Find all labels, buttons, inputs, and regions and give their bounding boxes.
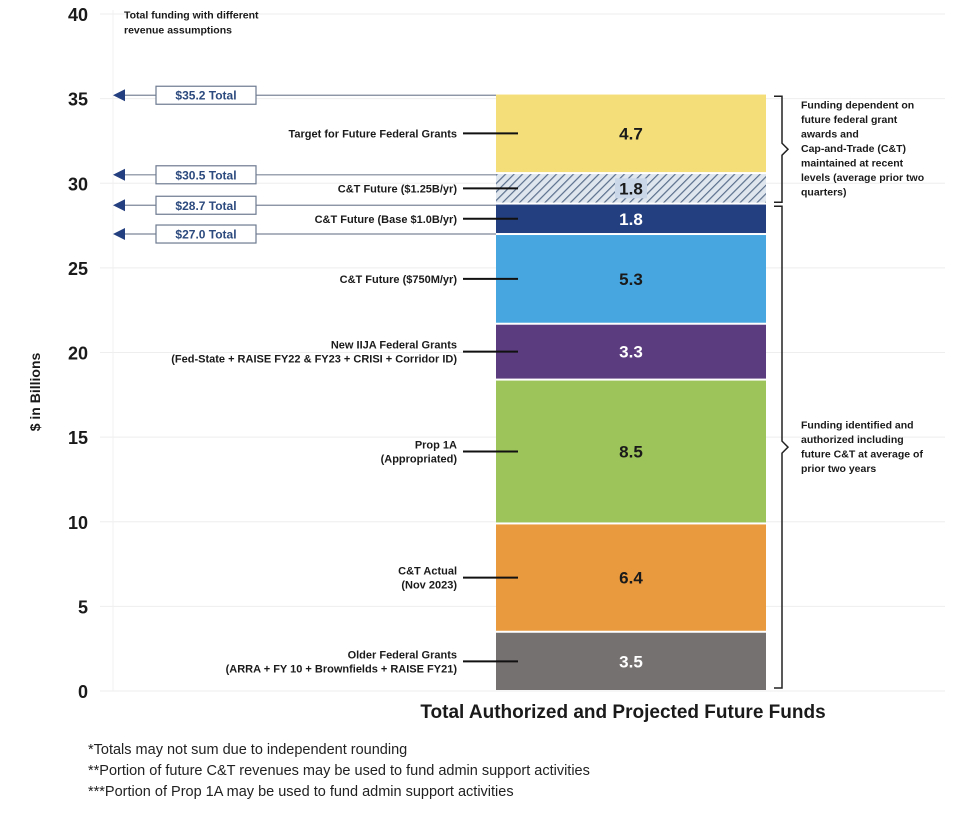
bracket [774, 205, 790, 689]
total-box [155, 85, 257, 105]
value-label: 3.5 [619, 652, 643, 671]
segment-label: New IIJA Federal Grants (Fed-State + RAIS… [171, 340, 457, 366]
bracket-annotation: Funding dependent on future federal grant… [801, 100, 924, 199]
value-label: 5.3 [619, 270, 643, 289]
value-label: 8.5 [619, 443, 643, 462]
bracket-annotation: Funding identified and authorized includi… [801, 419, 923, 475]
total-label: $27.0 Total [175, 228, 236, 242]
total-label: $35.2 Total [175, 89, 236, 103]
bar-segment [496, 204, 766, 234]
segment-label: Older Federal Grants (ARRA + FY 10 + Brow… [226, 649, 458, 675]
total-label: $30.5 Total [175, 168, 236, 182]
y-tick-label: 35 [68, 90, 88, 110]
bar-segment [496, 524, 766, 631]
y-tick-label: 0 [78, 682, 88, 702]
value-label: 1.8 [619, 179, 643, 198]
footnote-1: *Totals may not sum due to independent r… [88, 742, 408, 758]
segment-label: C&T Future ($750M/yr) [340, 274, 458, 286]
totals-title: Total funding with different revenue assu… [124, 10, 259, 37]
y-tick-label: 40 [68, 5, 88, 25]
y-axis-label: $ in Billions [27, 353, 43, 432]
bar-segment [496, 632, 766, 690]
segment-label: Prop 1A (Appropriated) [381, 440, 458, 466]
arrow-left-icon [113, 199, 125, 212]
y-tick-label: 25 [68, 259, 88, 279]
total-label: $28.7 Total [175, 199, 236, 213]
y-tick-label: 30 [68, 174, 88, 194]
y-tick-label: 20 [68, 344, 88, 364]
arrow-left-icon [113, 168, 125, 181]
value-label-background [615, 178, 647, 199]
bracket [774, 95, 790, 204]
value-label: 1.8 [619, 210, 643, 229]
x-axis-label: Total Authorized and Projected Future Fu… [420, 702, 825, 723]
bar-segment [496, 380, 766, 523]
value-label: 6.4 [619, 569, 643, 588]
bar-segment [496, 235, 766, 323]
bar-segment [496, 94, 766, 173]
segment-label: C&T Actual (Nov 2023) [398, 566, 457, 592]
y-tick-label: 5 [78, 597, 88, 617]
total-box [155, 195, 257, 215]
arrow-left-icon [113, 89, 125, 102]
bar-segment [496, 324, 766, 379]
stacked-bar-chart: 0 5 10 15 20 25 30 35 40 $ in Billions Total Autho… [27, 5, 945, 723]
segment-label: C&T Future (Base $1.0B/yr) [315, 214, 458, 226]
footnote-2: **Portion of future C&T revenues may be … [88, 763, 590, 779]
total-box [155, 165, 257, 185]
value-label: 4.7 [619, 124, 643, 143]
arrow-left-icon [113, 228, 125, 241]
segment-label: Target for Future Federal Grants [289, 128, 458, 140]
y-tick-label: 10 [68, 513, 88, 533]
value-label: 3.3 [619, 343, 643, 362]
total-box [155, 224, 257, 244]
y-tick-label: 15 [68, 428, 88, 448]
segment-label: C&T Future ($1.25B/yr) [338, 183, 458, 195]
footnote-3: ***Portion of Prop 1A may be used to fun… [88, 784, 514, 800]
